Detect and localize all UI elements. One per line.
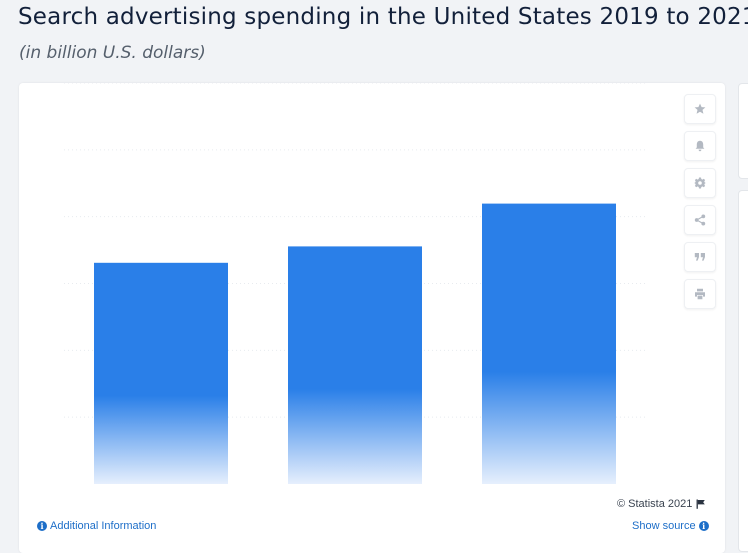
bar[interactable] — [94, 262, 228, 484]
chart-subtitle: (in billion U.S. dollars) — [19, 43, 206, 63]
share-button[interactable] — [684, 205, 716, 235]
cite-button[interactable] — [684, 242, 716, 272]
gear-icon — [694, 177, 706, 189]
chart-title: Search advertising spending in the Unite… — [18, 4, 748, 30]
print-button[interactable] — [684, 279, 716, 309]
bar[interactable] — [482, 203, 616, 484]
copyright-text: © Statista 2021 — [617, 498, 693, 510]
quote-icon — [694, 253, 705, 261]
side-panel-lower — [738, 190, 748, 552]
printer-icon — [695, 288, 705, 300]
bar[interactable] — [288, 246, 422, 484]
bell-icon — [695, 140, 705, 152]
side-panel — [738, 83, 748, 179]
settings-button[interactable] — [684, 168, 716, 198]
info-icon: i — [37, 521, 47, 531]
show-source-label: Show source — [632, 520, 696, 532]
additional-information-label: Additional Information — [50, 520, 157, 532]
copyright-notice: © Statista 2021 — [617, 498, 706, 510]
info-icon: i — [698, 521, 709, 531]
star-icon — [694, 103, 706, 114]
notification-button[interactable] — [684, 131, 716, 161]
favorite-button[interactable] — [684, 94, 716, 124]
show-source-link[interactable]: Show source i — [632, 520, 709, 532]
flag-icon — [696, 499, 706, 509]
share-icon — [694, 214, 706, 226]
bar-chart — [64, 83, 646, 484]
chart-card — [19, 83, 725, 553]
additional-information-link[interactable]: i Additional Information — [37, 520, 156, 532]
